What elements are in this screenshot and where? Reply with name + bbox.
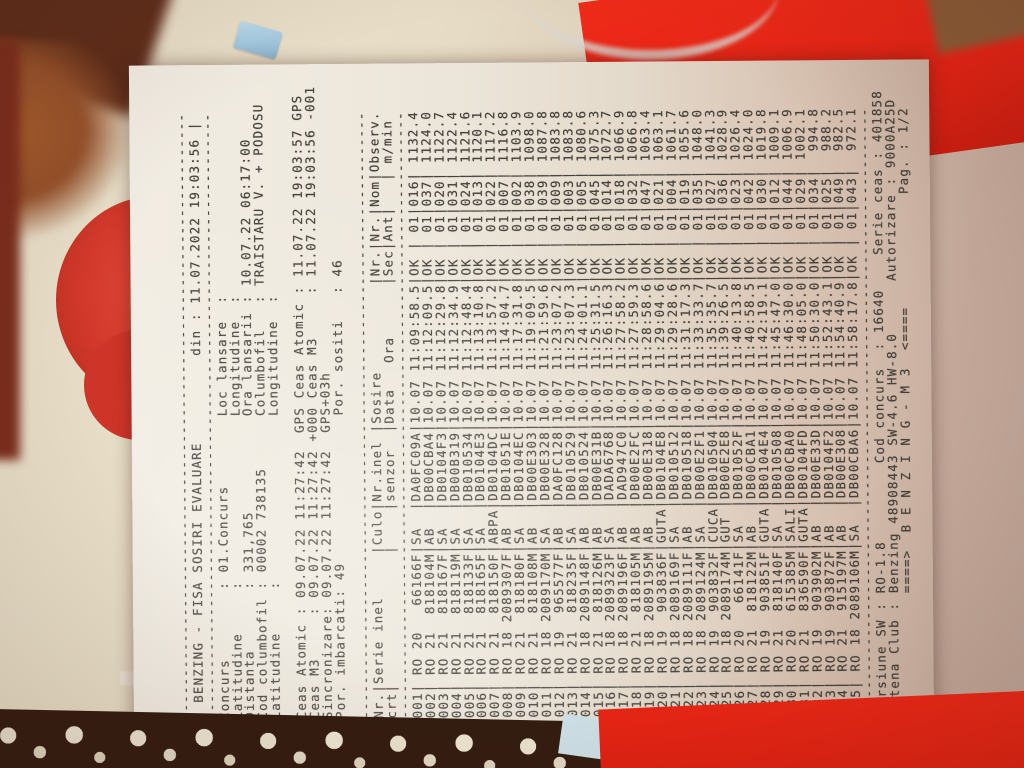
table-row: 022| RO 18 2089111F|AB |DB010518|10.07 1…: [675, 108, 696, 717]
table-row: 029| RO 21 818140F|SA |DB010508|10.07 11…: [766, 108, 786, 716]
table-row: 024| RO 19 903832F|CUCA|DB010504|10.07 1…: [701, 108, 722, 717]
table-row: 003| RO 21 818167F|SA |DB0104F3|10.07 11…: [431, 110, 451, 719]
table-row: 018| RO 21 818105M|AB |DB00E2FC|10.07 11…: [624, 109, 645, 717]
separator-line: ----------------------------------------…: [353, 111, 374, 719]
document-text: ----------------------------------------…: [173, 67, 926, 721]
printed-document: ----------------------------------------…: [128, 59, 935, 741]
blue-sticker: [232, 20, 284, 60]
table-edge-shadow: [0, 40, 20, 460]
table-row: 028| RO 19 903851F|GUTA|DB0104E4|10.07 1…: [753, 108, 774, 716]
table-row: 019| RO 18 2089195M|AB |DB00E318|10.07 1…: [637, 109, 658, 717]
table-row: 004| RO 21 818119M|SA |DB00B319|10.07 11…: [443, 110, 464, 719]
table-row: 001| RO 20 66166F|SA |DA0FC09A|10.07 11:…: [405, 111, 426, 719]
info-line: Concurs : 01.Concurs Loc lansare :: [213, 294, 232, 720]
table-row: 007| RO 21 818150F|ABPA|DB0104DC|10.07 1…: [482, 110, 503, 718]
table-row: 027| RO 21 818122M|AB |DB00CBA1|10.07 11…: [740, 108, 761, 716]
clock-line: Ceas M3 : 09.07.22 11:27:42 +000 Ceas M3…: [301, 85, 322, 720]
table-row: 015| RO 21 818126M|AB |DB00E31B|10.07 11…: [585, 109, 606, 718]
report-title-line: | BENZING - FISA SOSIRI EVALUARE din : 1…: [186, 121, 206, 721]
table-row: 013| RO 21 818235F|SA |DB010529|10.07 11…: [559, 109, 580, 718]
separator-line: ----------------------------------------…: [199, 112, 219, 721]
table-row: 033| RO 19 903872F|AB |DB0104F2|10.07 11…: [817, 107, 838, 716]
footer-line: Versiune SW : RO-1.8 Cod concurs : 16640…: [869, 90, 890, 715]
footer-line: Antena Club : Benzing 48908443 SW-4.6 HW…: [882, 98, 902, 715]
table-row: 005| RO 21 818133F|SA |DB010534|10.07 11…: [456, 110, 477, 719]
info-line: Latitudine : Longitudine :: [264, 294, 284, 720]
separator-line: ----------------------------------------…: [173, 112, 194, 721]
table-row: 010| RO 21 818108M|AB |DB00E303|10.07 11…: [521, 110, 542, 718]
table-row: 023| RO 18 2089124M|SA |DB00E2F1|10.07 1…: [688, 108, 709, 717]
table-row: 025| RO 18 2089174M|GUT |DB00E2E8|10.07 …: [714, 108, 735, 717]
clock-line: Por. imbarcati: 49 Por. sositi : 46: [329, 259, 348, 720]
wooden-table-patch: [0, 40, 130, 240]
separator-line: ----------------------------------------…: [392, 111, 413, 719]
table-row: 009| RO 21 818180F|SA |DB0104EC|10.07 11…: [508, 110, 529, 718]
table-row: 006| RO 21 818165F|SA |DB0104E3|10.07 11…: [469, 110, 490, 718]
table-row: 035| RO 18 2089106M|SA |DB00CBA6|10.07 1…: [843, 107, 864, 716]
table-row: 030| RO 20 615385M|SALI|DB00CBA0|10.07 1…: [779, 108, 799, 716]
table-row: 026| RO 20 66141F|SA |DB01052F|10.07 11:…: [727, 108, 748, 716]
table-header-line: crt| | |senzor |Data Ora |Sec|Ant| | m/m…: [379, 119, 400, 719]
separator-line: ----------------------------------------…: [856, 107, 877, 715]
blank-line: [342, 72, 360, 719]
footer-line: ====> B E N Z I N G - M 3 <==== Pag. : 1…: [895, 107, 915, 715]
table-row: 008| RO 18 2089307F|AB |DB01051E|10.07 1…: [495, 110, 516, 718]
plate-edge: [520, 0, 780, 60]
table-row: 017| RO 18 2089196F|AB |DAD947C0|10.07 1…: [611, 109, 632, 717]
table-row: 021| RO 18 2089169F|SA |DB010512|10.07 1…: [663, 109, 683, 717]
table-row: 034| RO 21 915197M|AB |DB00E308|10.07 11…: [830, 107, 851, 716]
table-row: 020| RO 19 903836F|GUTA|DB0104E8|10.07 1…: [650, 109, 670, 717]
table-row: 031| RO 21 836590F|GUTA|DB0104FD|10.07 1…: [791, 108, 812, 716]
info-line: Latitudine : Longitudine :: [226, 294, 245, 720]
table-row: 011| RO 18 2089170M|SA |DB00E328|10.07 1…: [534, 110, 554, 718]
clock-line: Ceas Atomic : 09.07.22 11:27:42 GPS Ceas…: [289, 94, 310, 720]
table-row: 016| RO 18 2089323F|SA |DADA6768|10.07 1…: [598, 109, 619, 717]
info-line: Distanta : 331,765 Ora lansarii : 10.07.…: [237, 138, 258, 720]
table-row: 002| RO 21 818104M|AB |DB00CBA4|10.07 11…: [418, 110, 438, 719]
table-header-line: Nr.|Serie inel |Culo|Nr.inel |Sosire |Nr…: [366, 111, 387, 719]
clock-line: Sincronizare: 09.07.22 11:27:42 GPS+03h: [317, 372, 335, 720]
table-row: 032| RO 19 903902M|AB |DB00E33D|10.07 11…: [804, 107, 825, 716]
table-row: 012| RO 19 965577F|AB |DA0FC128|10.07 11…: [547, 109, 567, 718]
info-line: Cod columbofil : 00002 738135 Columbofil…: [250, 103, 271, 720]
blank-line: [278, 72, 296, 719]
table-row: 014| RO 18 2089148F|AB |DB010524|10.07 1…: [572, 109, 593, 718]
